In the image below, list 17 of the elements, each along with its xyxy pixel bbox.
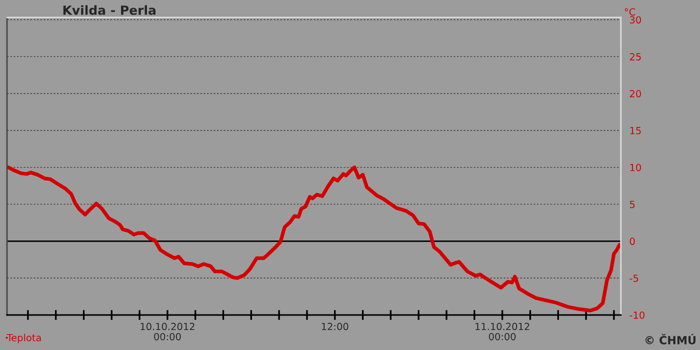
text: © ČHMÚ [646,334,696,344]
x-tick-label: 10.10.2012 00:00 [140,322,194,340]
x-tick-label: 12:00 [322,322,348,330]
y-tick-label: 25 [630,53,641,60]
y-tick-label: 10 [630,164,641,172]
y-tick-label: 5 [630,200,635,208]
chart-title: Kvilda - Perla [63,5,156,15]
y-axis-title: °C [624,8,636,16]
y-tick-label: -10 [630,311,644,319]
y-tick-label: 0 [630,238,635,246]
y-tick-label: 15 [630,127,641,134]
legend-label: Teplota [6,334,41,344]
line-series [7,166,621,312]
y-tick-label: -5 [630,274,638,282]
y-tick-label: 30 [630,16,641,24]
x-tick-label: 11.10.2012 00:00 [476,322,530,340]
y-tick-label: 20 [630,90,641,98]
